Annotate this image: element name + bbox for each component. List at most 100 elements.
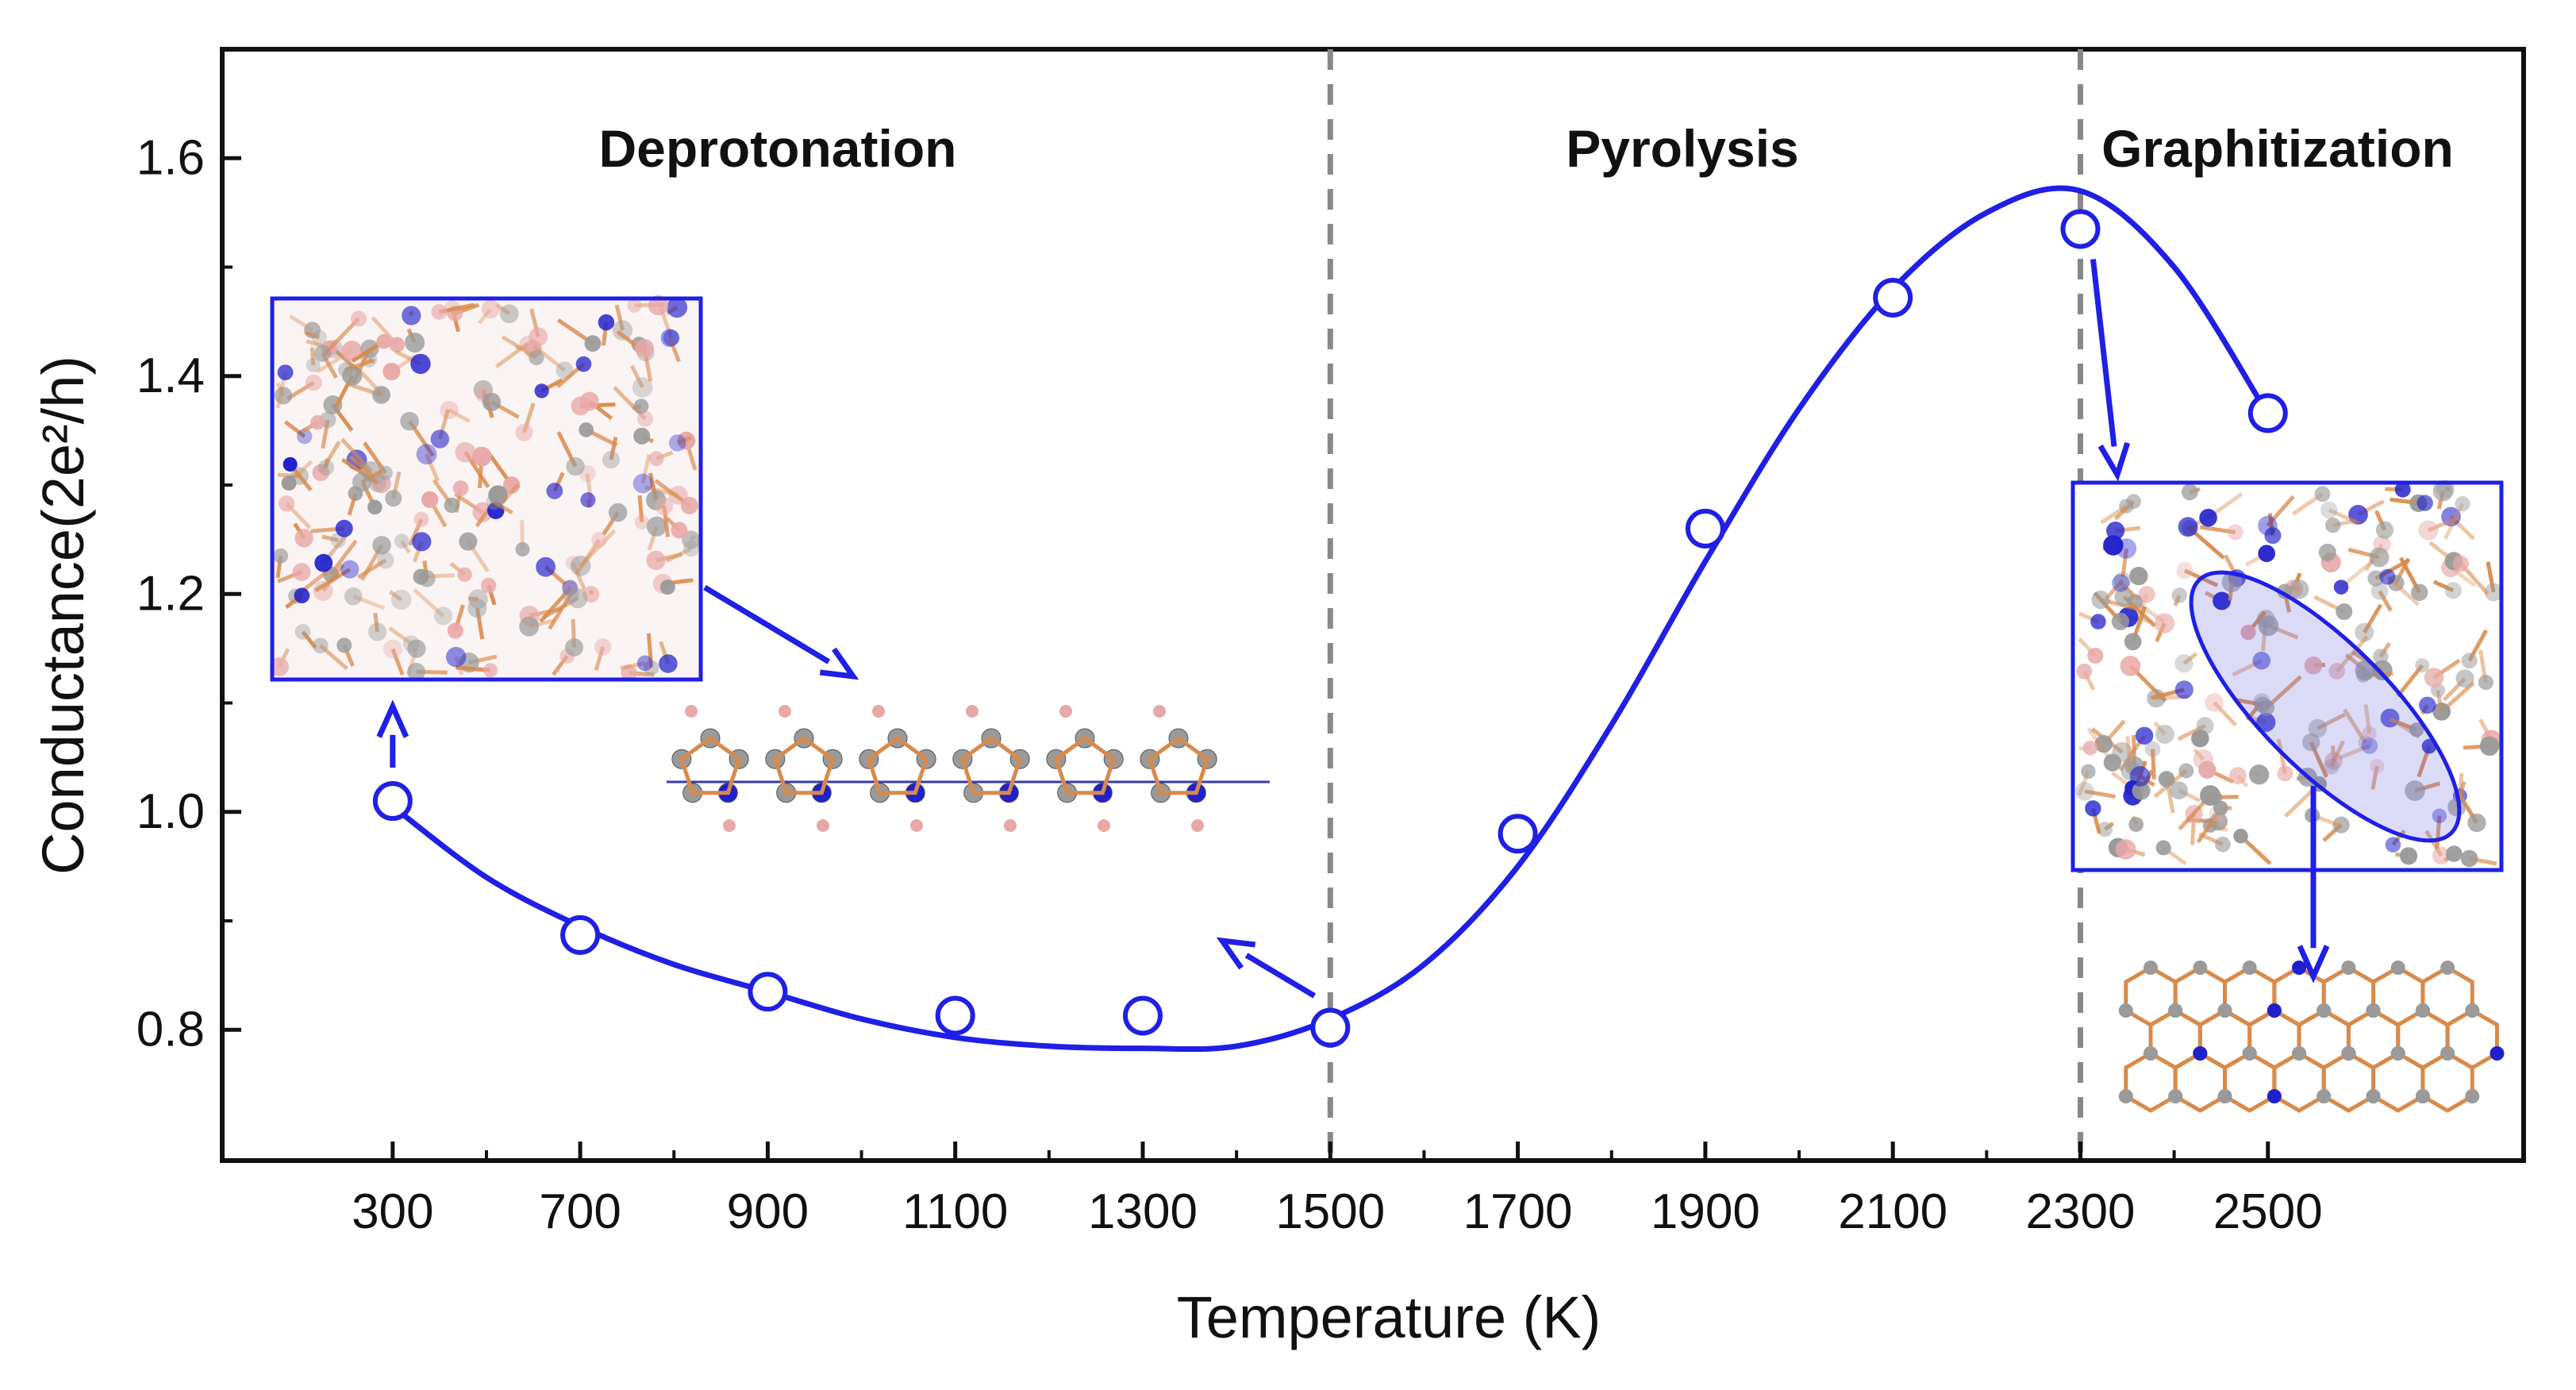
graphene-atom [2267, 1089, 2282, 1103]
chain-h-atom [1059, 705, 1072, 718]
graphene-atom [2218, 1089, 2232, 1103]
inset3-atom [2467, 814, 2486, 832]
inset3-atom [2386, 837, 2401, 852]
graphene-ring [2225, 1053, 2274, 1111]
inset1-atom [318, 460, 334, 476]
graphene-ring [2423, 1053, 2472, 1111]
inset1-atom [338, 362, 353, 377]
inset1-atom [314, 554, 333, 572]
graphene-atom [2316, 1003, 2331, 1018]
inset1-atom [546, 483, 563, 499]
inset3-atom [2258, 516, 2278, 536]
x-tick-label-1900: 1900 [1651, 1184, 1760, 1239]
inset3-atom [2334, 579, 2349, 595]
inset1-atom [282, 476, 297, 491]
inset3-atom [2171, 587, 2187, 603]
inset3-atom [2159, 771, 2174, 787]
inset1-atom [313, 637, 329, 653]
inset3-atom [2200, 785, 2220, 806]
inset1-atom [634, 399, 649, 414]
arrow-to-inset-3 [2093, 259, 2127, 475]
graphene-atom [2366, 1003, 2381, 1018]
inset3-atom [2336, 603, 2352, 620]
inset1-atom [519, 617, 539, 637]
inset3-atom [2445, 582, 2462, 599]
inset1-atom [633, 474, 653, 494]
x-tick-label-2100: 2100 [1838, 1184, 1947, 1239]
y-tick-label-3: 1.4 [136, 348, 205, 403]
data-point-900 [750, 974, 785, 1009]
inset3-atom [2379, 569, 2395, 585]
inset1-atom [383, 363, 400, 380]
inset3-atom [2290, 579, 2309, 599]
inset1-atom [310, 415, 325, 429]
x-tick-label-2500: 2500 [2213, 1184, 2323, 1239]
graphene-ring [2324, 1053, 2373, 1111]
inset3-atom [2178, 763, 2193, 778]
inset3-atom [2175, 654, 2193, 672]
graphene-atom [2143, 1046, 2158, 1061]
inset1-atom [562, 586, 579, 603]
inset3-atom [2370, 548, 2390, 568]
chain-h-atom [779, 705, 791, 718]
inset1-atom [336, 637, 352, 653]
graphene-atom [2218, 1003, 2232, 1018]
inset-graphitized-network [2073, 479, 2503, 877]
region-label-deprotonation: Deprotonation [599, 119, 957, 178]
inset1-atom [385, 490, 402, 506]
inset1-atom [367, 500, 383, 515]
inset3-atom [2155, 725, 2174, 744]
graphene-atom [2465, 1089, 2479, 1103]
inset1-atom [519, 336, 535, 352]
inset1-atom [468, 589, 488, 609]
inset1-atom [448, 622, 463, 638]
inset1-atom [344, 587, 363, 606]
inset1-atom [402, 306, 421, 325]
y-tick-label-4: 1.6 [136, 130, 205, 185]
inset3-atom [2091, 591, 2109, 609]
inset3-atom [2315, 486, 2331, 502]
inset1-atom [500, 304, 519, 323]
inset1-atom [453, 480, 469, 496]
chain-h-atom [966, 705, 978, 718]
inset1-atom [576, 356, 592, 372]
inset1-atom [407, 639, 425, 657]
graphene-atom [2168, 1003, 2182, 1018]
inset1-atom [515, 424, 533, 441]
inset3-atom [2228, 525, 2243, 541]
inset1-atom [529, 350, 544, 365]
graphene-atom [2416, 1003, 2430, 1018]
inset3-atom [2075, 782, 2094, 801]
inset3-atom [2415, 658, 2429, 672]
inset3-atom [2461, 850, 2478, 868]
data-point-2500 [2251, 395, 2286, 430]
inset3-atom [2081, 764, 2095, 779]
inset3-atom [2424, 668, 2444, 687]
data-point-1900 [1688, 511, 1723, 546]
inset1-atom [431, 429, 449, 448]
inset-graphene-fragment [2119, 961, 2505, 1111]
graphene-ring [2374, 1053, 2423, 1111]
inset1-atom [459, 532, 477, 550]
inset1-atom [400, 412, 419, 431]
inset1-atom [372, 536, 391, 555]
inset1-atom [455, 442, 475, 463]
inset3-atom [2453, 556, 2469, 572]
inset1-atom [394, 533, 409, 549]
inset3-atom [2128, 817, 2143, 832]
inset1-atom [434, 606, 452, 625]
inset1-atom [635, 339, 654, 358]
graphene-atom [2193, 1046, 2207, 1061]
y-axis-label: Conductance(2e²/h) [30, 356, 96, 875]
inset1-atom [649, 451, 664, 466]
x-tick-label-1300: 1300 [1088, 1184, 1198, 1239]
y-tick-label-0: 0.8 [136, 1002, 205, 1057]
chain-h-atom [910, 819, 923, 832]
inset1-atom [306, 375, 322, 391]
inset1-atom [405, 333, 425, 352]
inset1-atom [294, 529, 313, 547]
inset1-atom [374, 387, 390, 403]
inset1-atom [647, 517, 667, 537]
graphene-atom [2143, 961, 2158, 975]
region-label-graphitization: Graphitization [2101, 119, 2454, 178]
